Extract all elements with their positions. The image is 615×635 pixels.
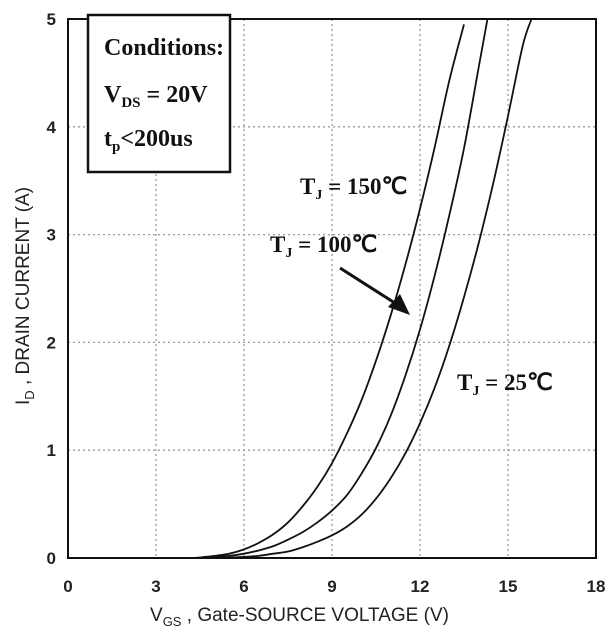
x-tick-label: 18 bbox=[587, 577, 606, 596]
annotation-arrow bbox=[339, 266, 410, 315]
y-tick-label: 4 bbox=[47, 118, 57, 137]
series-line-25c bbox=[220, 18, 533, 559]
x-axis-title: VGS , Gate-SOURCE VOLTAGE (V) bbox=[150, 605, 449, 629]
y-tick-label: 0 bbox=[47, 549, 56, 568]
y-tick-label: 3 bbox=[47, 226, 56, 245]
series-curves bbox=[194, 18, 533, 559]
x-tick-label: 6 bbox=[239, 577, 248, 596]
y-tick-label: 1 bbox=[47, 441, 56, 460]
series-line-100c bbox=[199, 18, 489, 559]
conditions-title: Conditions: bbox=[104, 35, 224, 61]
series-line-150c bbox=[194, 24, 465, 559]
x-tick-label: 9 bbox=[327, 577, 336, 596]
y-tick-label: 5 bbox=[47, 10, 56, 29]
x-tick-label: 12 bbox=[411, 577, 430, 596]
x-tick-label: 0 bbox=[63, 577, 72, 596]
series-label-150c: TJ = 150℃ bbox=[300, 174, 407, 203]
y-axis-title: ID , DRAIN CURRENT (A) bbox=[13, 187, 37, 405]
conditions-frame bbox=[86, 13, 232, 174]
x-tick-label: 15 bbox=[499, 577, 518, 596]
gridlines bbox=[68, 19, 596, 558]
plot-frame bbox=[67, 18, 597, 559]
conditions-vds: VDS = 20V bbox=[104, 82, 208, 111]
series-label-25c: TJ = 25℃ bbox=[457, 370, 553, 399]
series-label-100c: TJ = 100℃ bbox=[270, 232, 377, 261]
conditions-tp: tp<200us bbox=[104, 126, 193, 155]
conditions-box: Conditions: VDS = 20V tp<200us bbox=[86, 13, 232, 174]
x-tick-label: 3 bbox=[151, 577, 160, 596]
y-tick-label: 2 bbox=[47, 333, 56, 352]
